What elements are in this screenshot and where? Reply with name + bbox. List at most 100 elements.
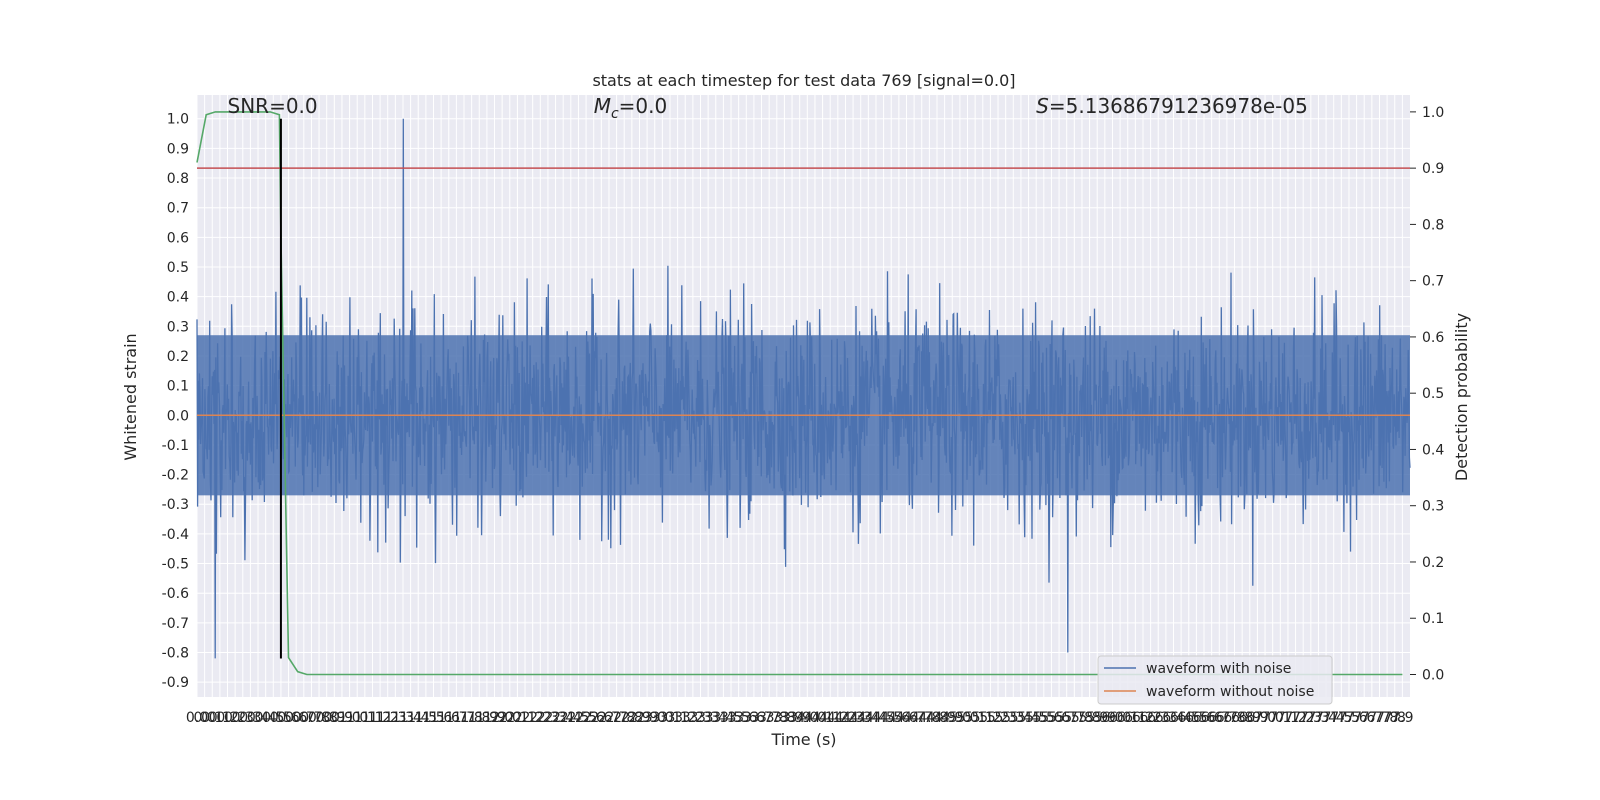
y-tick-label: 0.4 (167, 290, 189, 306)
x-tick-label: 5.1 (964, 710, 986, 726)
x-tick-label: 4.8 (918, 710, 940, 726)
x-tick-label: 5.8 (1078, 710, 1100, 726)
x-tick-label: 2.9 (628, 710, 650, 726)
x-tick-label: 3.8 (766, 710, 788, 726)
x-tick-label: 4.9 (941, 710, 963, 726)
x-tick-label: 0.0 (193, 710, 215, 726)
x-tick-label: 4.8 (926, 710, 948, 726)
x-tick-label: 3.6 (743, 710, 765, 726)
x-tick-label: 2.5 (567, 710, 589, 726)
x-tick-label: 4.1 (819, 710, 841, 726)
x-tick-label: 4.6 (895, 710, 917, 726)
y2-tick-label: 0.4 (1422, 442, 1444, 458)
x-tick-label: 1.4 (407, 710, 429, 726)
x-tick-label: 6.6 (1193, 710, 1215, 726)
y2-axis-ticks: 0.0 0.1 0.2 0.3 0.4 0.5 0.6 0.7 0.8 0.9 1.0 (1410, 105, 1444, 683)
y2-tick-label: 0.6 (1422, 330, 1444, 346)
x-tick-label: 3.2 (682, 710, 704, 726)
y-tick-label: 0.9 (167, 141, 189, 157)
x-tick-label: 1.6 (430, 710, 452, 726)
x-tick-label: 0.5 (270, 710, 292, 726)
x-tick-label: 6.7 (1216, 710, 1238, 726)
x-tick-label: 5.2 (987, 710, 1009, 726)
y-tick-label: -0.7 (162, 616, 189, 632)
y2-tick-label: 0.0 (1422, 667, 1444, 683)
annotation-statistic: S=5.13686791236978e-05 (1036, 94, 1308, 118)
x-tick-label: 1.1 (361, 710, 383, 726)
x-tick-label: 4.0 (796, 710, 818, 726)
x-tick-label: 0.2 (216, 710, 238, 726)
x-tick-label: 7.8 (1384, 710, 1406, 726)
y-tick-label: -0.6 (162, 586, 189, 602)
x-tick-label: 3.3 (697, 710, 719, 726)
x-tick-label: 7.6 (1345, 710, 1367, 726)
x-tick-label: 1.9 (483, 710, 505, 726)
x-tick-label: 6.4 (1162, 710, 1184, 726)
x-tick-label: 4.4 (857, 710, 879, 726)
x-tick-label: 1.8 (468, 710, 490, 726)
x-tick-label: 7.2 (1284, 710, 1306, 726)
x-tick-label: 4.2 (834, 710, 856, 726)
x-tick-label: 7.7 (1361, 710, 1383, 726)
x-tick-label: 4.5 (880, 710, 902, 726)
legend: waveform with noise waveform without noi… (1097, 655, 1333, 705)
x-tick-label: 3.9 (781, 710, 803, 726)
x-tick-label: 2.3 (537, 710, 559, 726)
y-axis-ticks: -0.9 -0.8 -0.7 -0.6 -0.5 -0.4 -0.3 -0.2 -0.1 0.0 0… (162, 112, 189, 691)
x-tick-label: 3.5 (720, 710, 742, 726)
x-tick-label: 7.1 (1277, 710, 1299, 726)
x-tick-label: 5.0 (949, 710, 971, 726)
x-tick-label: 2.4 (552, 710, 574, 726)
x-tick-label: 0.9 (323, 710, 345, 726)
x-tick-label: 1.1 (354, 710, 376, 726)
x-tick-label: 5.5 (1025, 710, 1047, 726)
x-tick-label: 3.5 (728, 710, 750, 726)
x-tick-label: 7.4 (1323, 710, 1345, 726)
x-tick-label: 5.5 (1033, 710, 1055, 726)
x-tick-label: 2.7 (605, 710, 627, 726)
x-tick-label: 5.9 (1086, 710, 1108, 726)
x-tick-label: 6.1 (1124, 710, 1146, 726)
x-tick-label: 2.1 (514, 710, 536, 726)
x-tick-label: 6.3 (1147, 710, 1169, 726)
x-tick-label: 0.9 (331, 710, 353, 726)
x-tick-label: 6.5 (1185, 710, 1207, 726)
x-tick-label: 2.3 (544, 710, 566, 726)
x-tick-label: 3.7 (750, 710, 772, 726)
x-tick-label: 1.9 (476, 710, 498, 726)
y-tick-label: 0.1 (167, 379, 189, 395)
x-axis-ticks: 0.00.00.10.10.20.20.30.30.40.40.50.50.60… (186, 710, 1414, 726)
x-tick-label: 6.6 (1201, 710, 1223, 726)
x-tick-label: 3.0 (644, 710, 666, 726)
x-tick-label: 6.4 (1170, 710, 1192, 726)
x-tick-label: 7.0 (1254, 710, 1276, 726)
x-tick-label: 2.8 (621, 710, 643, 726)
x-tick-label: 4.0 (804, 710, 826, 726)
x-tick-label: 6.2 (1139, 710, 1161, 726)
y2-tick-label: 0.3 (1422, 499, 1444, 515)
x-tick-label: 2.7 (598, 710, 620, 726)
x-tick-label: 2.9 (636, 710, 658, 726)
x-tick-label: 0.3 (232, 710, 254, 726)
x-tick-label: 0.5 (262, 710, 284, 726)
x-tick-label: 5.8 (1071, 710, 1093, 726)
y2-tick-label: 0.1 (1422, 611, 1444, 627)
x-tick-label: 7.6 (1353, 710, 1375, 726)
x-tick-label: 6.9 (1239, 710, 1261, 726)
x-tick-label: 5.6 (1040, 710, 1062, 726)
x-tick-label: 0.1 (201, 710, 223, 726)
x-tick-label: 3.8 (773, 710, 795, 726)
x-tick-label: 6.0 (1101, 710, 1123, 726)
y-tick-label: -0.3 (162, 497, 189, 513)
chart-title: stats at each timestep for test data 769… (592, 71, 1015, 90)
x-tick-label: 1.5 (422, 710, 444, 726)
x-tick-label: 4.3 (842, 710, 864, 726)
x-tick-label: 2.2 (522, 710, 544, 726)
x-tick-label: 7.0 (1262, 710, 1284, 726)
x-tick-label: 7.4 (1315, 710, 1337, 726)
x-tick-label: 4.4 (865, 710, 887, 726)
x-tick-label: 0.4 (247, 710, 269, 726)
y-tick-label: -0.8 (162, 646, 189, 662)
x-tick-label: 5.3 (1002, 710, 1024, 726)
x-tick-label: 2.6 (590, 710, 612, 726)
